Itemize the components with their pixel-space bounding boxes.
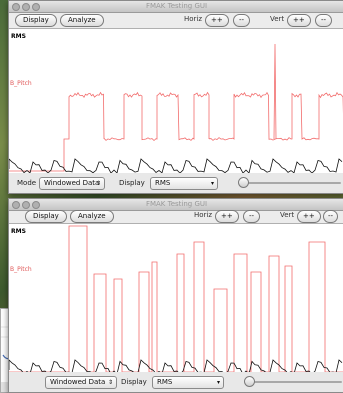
close-icon[interactable] [12, 201, 20, 209]
vert-plus-button[interactable]: ++ [287, 14, 311, 27]
rms-trace [9, 359, 343, 374]
fmak-window-bottom: FMAK Testing GUI Display Analyze Horiz +… [8, 198, 343, 393]
vert-minus-button[interactable]: -- [315, 14, 333, 27]
window-controls [12, 3, 42, 22]
display-select[interactable]: RMS ▾ [150, 177, 218, 190]
vert-label: Vert [270, 15, 285, 23]
pitch-label: B_Pitch [10, 80, 32, 87]
close-icon[interactable] [12, 3, 20, 11]
mode-select[interactable]: Windowed Data ⇕ [45, 376, 117, 389]
zoom-icon[interactable] [32, 201, 40, 209]
display-select-value: RMS [155, 179, 171, 187]
minimize-icon[interactable] [22, 3, 30, 11]
plot-svg [9, 225, 343, 374]
window-title: FMAK Testing GUI [145, 2, 208, 10]
horiz-label: Horiz [194, 211, 213, 219]
vert-label: Vert [280, 211, 295, 219]
display-button[interactable]: Display [15, 14, 57, 27]
vert-minus-button[interactable]: -- [323, 210, 339, 223]
pitch-label: B_Pitch [10, 266, 32, 273]
pitch-trace [9, 225, 343, 373]
toolbar: Display Analyze Horiz ++ -- Vert ++ -- [9, 14, 343, 28]
bottom-controls: Mode Windowed Data ⇕ Display RMS ▾ [9, 173, 343, 193]
updown-arrow-icon: ⇕ [95, 180, 101, 187]
rms-label: RMS [11, 33, 26, 40]
display-label: Display [119, 179, 145, 187]
vert-plus-button[interactable]: ++ [297, 210, 321, 223]
mode-select[interactable]: Windowed Data ⇕ [39, 177, 105, 190]
display-button[interactable]: Display [25, 210, 67, 223]
zoom-slider-track[interactable] [241, 182, 341, 184]
caret-down-icon: ▾ [216, 379, 220, 386]
horiz-minus-button[interactable]: -- [233, 14, 251, 27]
display-select[interactable]: RMS ▾ [152, 376, 224, 389]
pitch-trace [9, 91, 343, 172]
zoom-icon[interactable] [32, 3, 40, 11]
analyze-button[interactable]: Analyze [60, 14, 104, 27]
display-label: Display [121, 378, 147, 386]
horiz-plus-button[interactable]: ++ [205, 14, 229, 27]
window-controls [12, 201, 42, 220]
signal-plot[interactable]: RMS B_Pitch [9, 223, 343, 375]
minimize-icon[interactable] [22, 201, 30, 209]
titlebar[interactable]: FMAK Testing GUI [9, 1, 343, 13]
plot-svg [9, 43, 343, 174]
mode-select-value: Windowed Data [44, 179, 100, 187]
toolbar: Display Analyze Horiz ++ -- Vert ++ -- [9, 210, 343, 224]
zoom-slider-knob[interactable] [244, 376, 255, 387]
display-select-value: RMS [157, 378, 173, 386]
signal-plot[interactable]: RMS B_Pitch [9, 28, 343, 175]
rms-trace [9, 158, 343, 174]
zoom-slider-track[interactable] [247, 381, 342, 383]
analyze-button[interactable]: Analyze [70, 210, 114, 223]
bottom-controls: Windowed Data ⇕ Display RMS ▾ [9, 372, 343, 392]
titlebar[interactable]: FMAK Testing GUI [9, 199, 343, 211]
caret-down-icon: ▾ [210, 180, 214, 187]
pitch-spike [273, 43, 277, 140]
fmak-window-top: FMAK Testing GUI Display Analyze Horiz +… [8, 0, 343, 194]
rms-label: RMS [11, 228, 26, 235]
mode-label: Mode [17, 179, 37, 187]
zoom-slider-knob[interactable] [238, 177, 249, 188]
updown-arrow-icon: ⇕ [107, 379, 113, 386]
mode-select-value: Windowed Data [50, 378, 106, 386]
horiz-label: Horiz [184, 15, 203, 23]
horiz-plus-button[interactable]: ++ [215, 210, 239, 223]
window-title: FMAK Testing GUI [145, 200, 208, 208]
horiz-minus-button[interactable]: -- [243, 210, 261, 223]
